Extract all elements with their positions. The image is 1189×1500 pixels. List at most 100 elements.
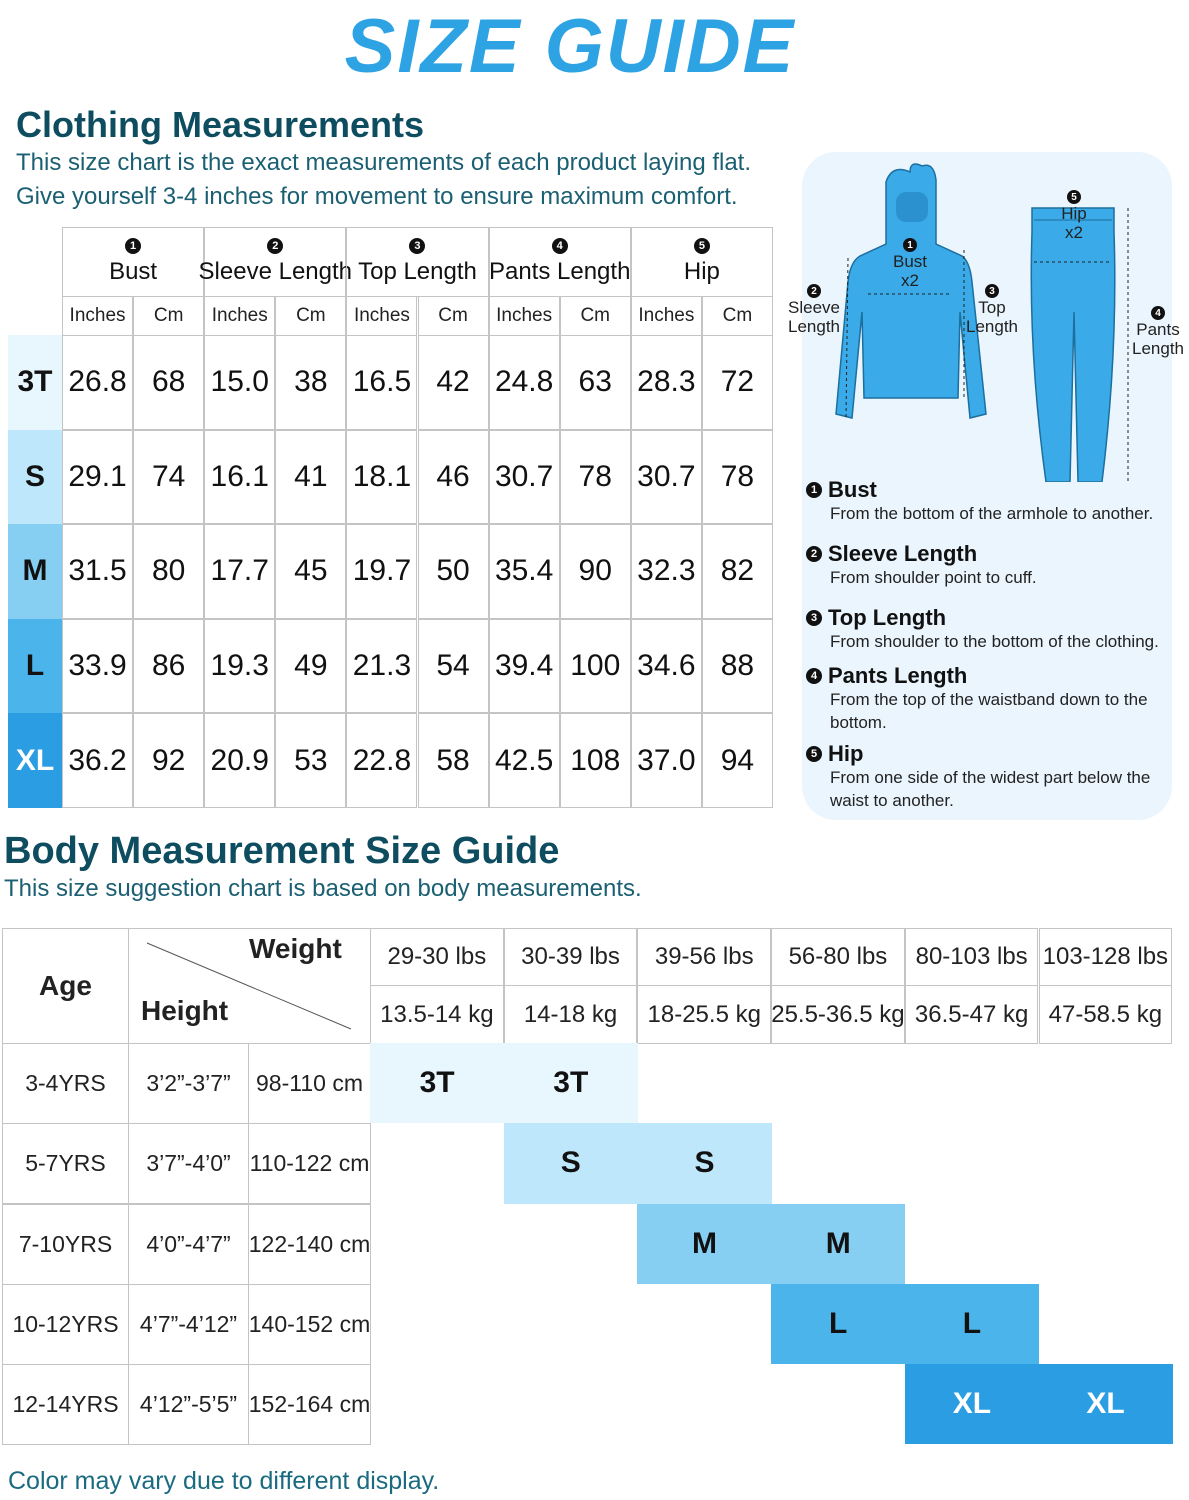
measure-value: 46 [417,429,489,525]
size-label: S [8,429,62,525]
column-header: 2 Sleeve Length [199,227,352,297]
weight-lbs: 39-56 lbs [637,928,772,986]
height-in: 4’7”-4’12” [128,1283,249,1365]
measure-value: 42 [417,335,489,430]
size-cell: S [637,1123,772,1204]
label-line: Sleeve [788,298,840,317]
age: 7-10YRS [2,1203,129,1285]
definition-text: From shoulder to the bottom of the cloth… [830,632,1159,651]
height-cm: 110-122 cm [248,1123,371,1205]
age: 12-14YRS [2,1364,129,1446]
measure-value: 39.4 [488,618,560,714]
size-cell: XL [1038,1364,1173,1445]
size-cell: M [637,1203,772,1284]
measure-value: 92 [133,713,205,808]
measure-name: Pants Length [488,258,631,285]
page-title: SIZE GUIDE [344,3,796,89]
size-label: L [8,618,62,714]
size-cell: S [503,1123,638,1204]
measure-value: 29.1 [62,429,134,525]
term: Hip [828,741,864,766]
weight-lbs: 29-30 lbs [370,928,504,986]
label-line: Bust [892,252,928,271]
measure-value: 90 [559,524,631,619]
measure-value: 53 [275,713,347,808]
label-line: Pants [1136,320,1180,339]
measure-value: 88 [701,618,773,714]
weight-kg: 13.5-14 kg [370,985,504,1044]
definition-text: From shoulder point to cuff. [830,568,1037,587]
measure-value: 30.7 [488,429,560,525]
size-cell: 3T [503,1043,638,1124]
unit-header: Inches [488,296,560,336]
size-cell: L [904,1283,1039,1365]
measure-number: 2 [267,238,284,254]
height-in: 4’0”-4’7” [128,1203,249,1285]
height-cm: 140-152 cm [248,1283,371,1365]
height-header: Height [141,995,229,1026]
column-header: 3 Top Length [346,227,489,297]
label-line: Length [788,317,840,336]
measure-name: Top Length [358,258,477,285]
height-cm: 152-164 cm [248,1364,371,1446]
height-cm: 98-110 cm [248,1043,371,1124]
measure-value: 80 [133,524,205,619]
weight-height-header: Weight Height [128,928,371,1044]
definition-number: 2 [806,546,822,562]
intro-line: Give yourself 3-4 inches for movement to… [16,183,738,210]
size-cell: L [771,1283,906,1365]
size-label: 3T [8,335,62,430]
column-header: 4 Pants Length [488,227,631,297]
measure-value: 68 [133,335,205,430]
measure-value: 45 [275,524,347,619]
weight-kg: 18-25.5 kg [637,985,772,1044]
measure-value: 19.7 [346,524,418,619]
measure-value: 50 [417,524,489,619]
measure-name: Sleeve Length [198,258,353,285]
term: Top Length [828,605,947,630]
measure-value: 54 [417,618,489,714]
measure-value: 78 [701,429,773,525]
definition-text: From the bottom of the armhole to anothe… [830,504,1154,523]
definition-number: 3 [806,610,822,626]
measure-value: 72 [701,335,773,430]
intro-line: This size chart is the exact measurement… [16,149,752,176]
label-line: Length [966,317,1018,336]
height-in: 3’7”-4’0” [128,1123,249,1205]
size-cell: 3T [370,1043,505,1124]
measure-value: 100 [559,618,631,714]
measure-number: 1 [125,238,142,254]
term: Sleeve Length [828,541,978,566]
measure-value: 16.5 [346,335,418,430]
diagram-label: 1 Bust x2 [875,238,945,290]
definition-term: 2 Sleeve Length [806,540,1166,568]
measure-value: 108 [559,713,631,808]
weight-kg: 36.5-47 kg [904,985,1039,1044]
measure-value: 21.3 [346,618,418,714]
measure-value: 18.1 [346,429,418,525]
weight-kg: 25.5-36.5 kg [771,985,905,1044]
garment-illustration [835,163,1129,482]
measure-value: 20.9 [204,713,276,808]
measure-name: Hip [683,258,720,285]
diagram-label: 5 Hip x2 [1039,190,1109,242]
size-label: M [8,524,62,619]
measure-value: 31.5 [62,524,134,619]
definition-number: 4 [806,668,822,684]
measure-value: 35.4 [488,524,560,619]
age: 5-7YRS [2,1123,129,1205]
footer-note: Color may vary due to different display. [8,1467,440,1495]
definition-text: From one side of the widest part below t… [830,768,1151,810]
measure-value: 82 [701,524,773,619]
age: 3-4YRS [2,1043,129,1124]
weight-kg: 14-18 kg [503,985,638,1044]
diagram-label: 2 Sleeve Length [779,284,849,336]
measure-number: 5 [693,238,710,254]
diagonal-line [146,942,352,1030]
term: Pants Length [828,663,968,688]
measure-value: 41 [275,429,347,525]
column-header: 5 Hip [630,227,773,297]
unit-header: Inches [346,296,418,336]
measure-value: 37.0 [630,713,702,808]
